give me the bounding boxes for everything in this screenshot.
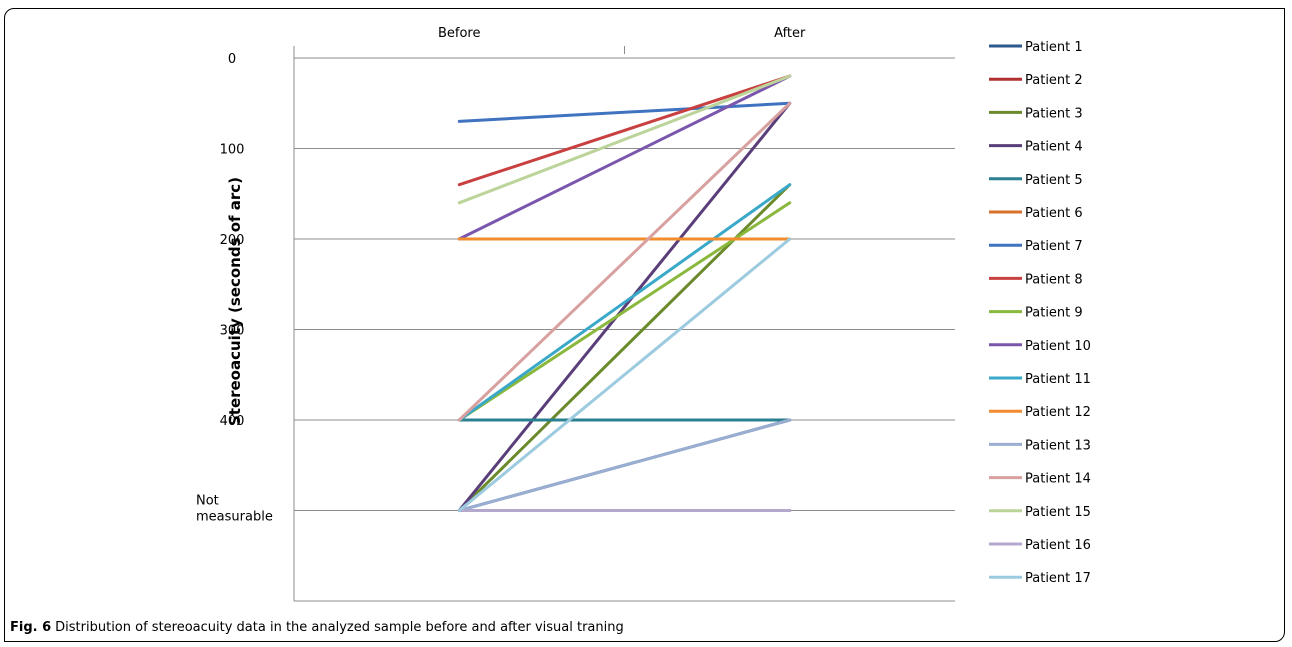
figure-caption-text: Distribution of stereoacuity data in the… bbox=[55, 620, 624, 635]
y-tick-label-3: 300 bbox=[220, 324, 245, 339]
legend-label-16: Patient 16 bbox=[1025, 538, 1091, 553]
legend-label-2: Patient 2 bbox=[1025, 73, 1083, 88]
y-tick-label-2: 200 bbox=[220, 233, 245, 248]
legend-label-1: Patient 1 bbox=[1025, 40, 1083, 55]
series-line-13 bbox=[457, 418, 792, 512]
figure-caption: Fig. 6 Distribution of stereoacuity data … bbox=[10, 620, 624, 635]
legend-label-3: Patient 3 bbox=[1025, 106, 1083, 121]
legend-label-8: Patient 8 bbox=[1025, 272, 1083, 287]
y-tick-label-4: 400 bbox=[220, 414, 245, 429]
series-line-15 bbox=[457, 74, 792, 205]
series-line-8 bbox=[457, 74, 792, 187]
legend-label-17: Patient 17 bbox=[1025, 571, 1091, 586]
figure-caption-label: Fig. 6 bbox=[10, 620, 52, 635]
series-line-17 bbox=[457, 237, 792, 512]
y-axis-title: Stereoacuity (seconds of arc) bbox=[226, 177, 244, 426]
legend-label-11: Patient 11 bbox=[1025, 372, 1091, 387]
y-tick-label-5: Not measurable bbox=[196, 494, 273, 525]
series-line-3 bbox=[457, 183, 792, 512]
legend-label-15: Patient 15 bbox=[1025, 505, 1091, 520]
legend-label-7: Patient 7 bbox=[1025, 239, 1083, 254]
x-category-label-1: After bbox=[774, 26, 806, 41]
y-tick-label-0: 0 bbox=[228, 52, 236, 67]
x-category-label-0: Before bbox=[438, 26, 481, 41]
legend-label-6: Patient 6 bbox=[1025, 206, 1083, 221]
series-line-10 bbox=[457, 74, 792, 241]
legend-label-4: Patient 4 bbox=[1025, 140, 1083, 155]
legend-label-10: Patient 10 bbox=[1025, 339, 1091, 354]
series-line-4 bbox=[457, 101, 792, 512]
series-line-7 bbox=[457, 101, 792, 123]
legend-label-13: Patient 13 bbox=[1025, 438, 1091, 453]
series-line-9 bbox=[457, 201, 792, 422]
series-line-14 bbox=[457, 101, 792, 422]
legend-label-5: Patient 5 bbox=[1025, 173, 1083, 188]
series-line-11 bbox=[457, 183, 792, 422]
y-tick-label-1: 100 bbox=[220, 143, 245, 158]
figure-frame bbox=[4, 8, 1285, 642]
legend-label-12: Patient 12 bbox=[1025, 405, 1091, 420]
legend-label-14: Patient 14 bbox=[1025, 472, 1091, 487]
legend-label-9: Patient 9 bbox=[1025, 306, 1083, 321]
